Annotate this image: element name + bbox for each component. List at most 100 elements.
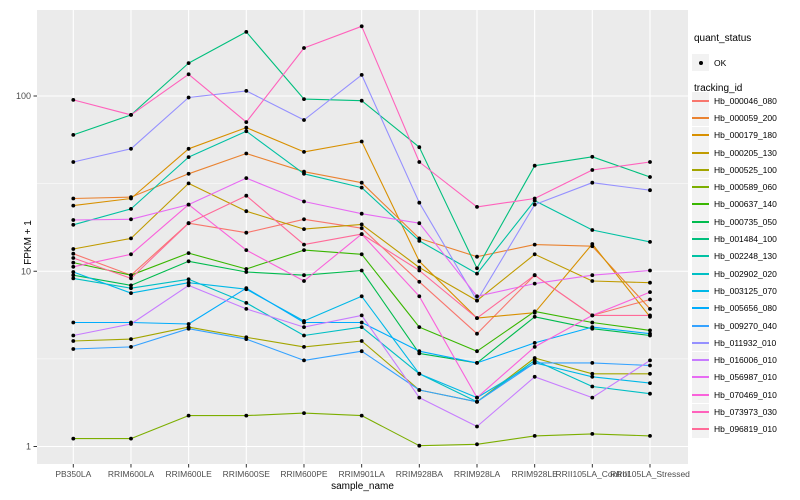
data-point bbox=[359, 313, 364, 318]
data-point bbox=[359, 185, 364, 190]
data-point bbox=[417, 265, 422, 270]
data-point bbox=[648, 175, 652, 179]
legend-item-Hb_003125_070: Hb_003125_070 bbox=[692, 282, 777, 300]
data-point bbox=[244, 209, 249, 214]
x-tick-label: RRII105LA_Control bbox=[555, 469, 629, 479]
data-point bbox=[244, 193, 249, 198]
legend-line-key-icon bbox=[692, 213, 709, 231]
data-point bbox=[71, 339, 76, 343]
legend-line-key-icon bbox=[692, 386, 709, 404]
legend-line-key-icon bbox=[692, 92, 709, 110]
legend-line-key-icon bbox=[692, 195, 709, 213]
legend-item-Hb_009270_040: Hb_009270_040 bbox=[692, 317, 777, 335]
data-point bbox=[186, 259, 191, 264]
legend-item-Hb_000059_200: Hb_000059_200 bbox=[692, 109, 777, 127]
legend-line-key-icon bbox=[692, 265, 709, 283]
legend-title-tracking-id: tracking_id bbox=[694, 83, 743, 94]
data-point bbox=[417, 279, 422, 284]
data-point bbox=[648, 331, 652, 336]
data-point bbox=[532, 361, 537, 365]
data-point bbox=[302, 248, 306, 253]
data-point bbox=[417, 268, 422, 273]
data-point bbox=[417, 395, 422, 400]
series-color-swatch bbox=[692, 220, 709, 223]
data-point bbox=[129, 273, 133, 278]
data-point bbox=[359, 252, 364, 257]
legend-line-key-icon bbox=[692, 317, 709, 335]
legend-item-Hb_000525_100: Hb_000525_100 bbox=[692, 161, 777, 179]
data-point bbox=[417, 443, 422, 448]
data-point bbox=[186, 322, 191, 326]
series-color-swatch bbox=[692, 203, 709, 206]
data-point bbox=[302, 333, 306, 338]
legend-item-label: Hb_000046_080 bbox=[714, 95, 777, 106]
data-point bbox=[129, 236, 133, 241]
x-axis-title: sample_name bbox=[331, 481, 394, 492]
data-point bbox=[71, 98, 76, 102]
x-tick-label: RRIM600SE bbox=[223, 469, 271, 479]
data-point bbox=[71, 196, 76, 201]
data-point bbox=[648, 358, 652, 363]
data-point bbox=[244, 89, 249, 93]
data-point bbox=[590, 228, 595, 232]
legend-item-label: Hb_000637_140 bbox=[714, 199, 777, 210]
data-point bbox=[129, 286, 133, 291]
data-point bbox=[244, 176, 249, 181]
data-point bbox=[359, 232, 364, 237]
data-point bbox=[71, 276, 76, 281]
legend-item-label: Hb_000589_060 bbox=[714, 182, 777, 193]
data-point bbox=[648, 307, 652, 311]
data-point bbox=[302, 227, 306, 232]
data-point bbox=[359, 320, 364, 325]
legend-line-key-icon bbox=[692, 368, 709, 386]
legend-item-Hb_073973_030: Hb_073973_030 bbox=[692, 403, 777, 421]
data-point bbox=[71, 256, 76, 260]
y-axis-title: FPKM + 1 bbox=[22, 220, 34, 265]
data-point bbox=[129, 337, 133, 341]
data-point bbox=[359, 268, 364, 273]
data-point bbox=[302, 345, 306, 349]
data-point bbox=[129, 283, 133, 288]
data-point bbox=[475, 266, 479, 271]
data-point bbox=[359, 73, 364, 77]
legend-item-Hb_016006_010: Hb_016006_010 bbox=[692, 351, 777, 369]
data-point bbox=[590, 395, 595, 400]
data-point bbox=[417, 200, 422, 205]
data-point bbox=[532, 309, 537, 314]
data-point bbox=[244, 286, 249, 291]
data-point bbox=[417, 325, 422, 329]
x-tick-label: PB350LA bbox=[55, 469, 91, 479]
data-point bbox=[129, 207, 133, 211]
data-point bbox=[244, 30, 249, 34]
data-point bbox=[244, 129, 249, 134]
legend-item-label: Hb_056987_010 bbox=[714, 372, 777, 383]
legend-title-quant-status: quant_status bbox=[694, 33, 752, 44]
data-point bbox=[590, 374, 595, 379]
series-color-swatch bbox=[692, 393, 709, 396]
data-point bbox=[359, 24, 364, 29]
legend-item-Hb_001484_100: Hb_001484_100 bbox=[692, 230, 777, 248]
data-point bbox=[129, 322, 133, 326]
legend-line-key-icon bbox=[692, 351, 709, 369]
data-point bbox=[71, 203, 76, 208]
data-point bbox=[302, 242, 306, 247]
data-point bbox=[186, 280, 191, 285]
data-point bbox=[244, 125, 249, 130]
legend-item-label: Hb_002248_130 bbox=[714, 251, 777, 262]
x-tick-label: RRIM600LE bbox=[165, 469, 212, 479]
data-point bbox=[648, 371, 652, 376]
series-color-swatch bbox=[692, 151, 709, 154]
data-point bbox=[475, 271, 479, 276]
legend-item-label: Hb_000735_050 bbox=[714, 216, 777, 227]
data-point bbox=[302, 97, 306, 101]
data-point bbox=[129, 345, 133, 349]
data-point bbox=[590, 273, 595, 278]
data-point bbox=[186, 251, 191, 256]
data-point bbox=[590, 325, 595, 329]
data-point bbox=[302, 171, 306, 176]
data-point bbox=[417, 221, 422, 226]
data-point bbox=[532, 434, 537, 438]
legend-line-key-icon bbox=[692, 299, 709, 317]
legend-item-Hb_070469_010: Hb_070469_010 bbox=[692, 386, 777, 404]
legend-item-Hb_000589_060: Hb_000589_060 bbox=[692, 178, 777, 196]
